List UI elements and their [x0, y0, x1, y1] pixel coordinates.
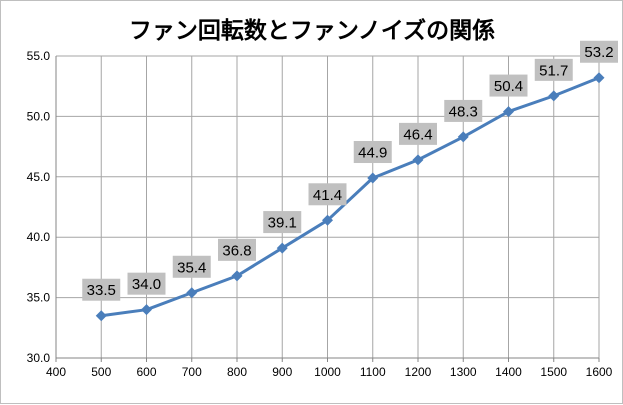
data-label-background	[489, 74, 528, 97]
gridlines	[55, 55, 600, 359]
data-label: 50.4	[489, 74, 528, 97]
data-label-background	[308, 183, 347, 206]
x-tick-label: 1100	[360, 365, 386, 379]
data-point-marker	[412, 154, 424, 166]
data-label-text: 50.4	[494, 78, 523, 95]
data-label-text: 34.0	[132, 276, 161, 293]
x-tick-label: 700	[182, 365, 202, 379]
data-label-text: 35.4	[177, 259, 206, 276]
data-label-text: 48.3	[449, 103, 478, 120]
data-labels: 33.5 34.0 35.4 36.8 39.1 41.4 44.9 46.4 48.3 50.4…	[82, 40, 618, 301]
x-tick-label: 1500	[540, 365, 567, 379]
axes: 30.0 35.0 40.0 45.0 50.0 55.0 400 500 600 700 800 9…	[27, 49, 613, 379]
data-label-text: 53.2	[584, 44, 613, 61]
x-tick-label: 1300	[450, 365, 477, 379]
y-tick-label: 40.0	[27, 230, 51, 244]
x-tick-label: 500	[91, 365, 111, 379]
series-line	[101, 76, 600, 318]
data-label-text: 46.4	[403, 126, 432, 143]
data-label-text: 41.4	[313, 187, 342, 204]
x-tick-label: 1400	[495, 365, 522, 379]
x-tick-label: 1200	[405, 365, 432, 379]
data-point-marker	[457, 131, 469, 143]
data-label-background	[127, 272, 166, 295]
x-tick-label: 600	[136, 365, 156, 379]
data-label: 53.2	[580, 40, 618, 63]
data-label-background	[172, 255, 211, 278]
y-tick-label: 50.0	[27, 109, 51, 123]
data-point-marker	[367, 172, 379, 184]
data-label-background	[82, 278, 121, 301]
data-label: 44.9	[353, 141, 392, 164]
data-label-background	[444, 99, 483, 122]
data-point-marker	[503, 106, 514, 118]
data-label: 35.4	[172, 255, 211, 278]
data-point-marker	[95, 310, 107, 322]
data-point-marker	[186, 287, 198, 299]
data-label: 39.1	[263, 211, 302, 234]
data-label: 48.3	[444, 99, 483, 122]
data-point-marker	[141, 304, 152, 316]
x-tick-label: 400	[46, 365, 66, 379]
data-point-marker	[593, 72, 605, 84]
data-label-background	[263, 211, 302, 234]
data-label: 41.4	[308, 183, 347, 206]
y-tick-label: 45.0	[27, 170, 51, 184]
x-tick-label: 800	[227, 365, 247, 379]
data-label-background	[580, 40, 618, 63]
data-label-text: 44.9	[358, 145, 387, 162]
data-point-marker	[548, 90, 560, 102]
data-label: 46.4	[399, 122, 437, 145]
data-point-marker	[322, 214, 333, 226]
data-label-text: 51.7	[539, 62, 568, 79]
x-tick-label: 1000	[314, 365, 341, 379]
data-label-background	[399, 122, 437, 145]
data-label-background	[218, 238, 256, 261]
x-tick-label: 1600	[586, 365, 613, 379]
y-tick-label: 30.0	[27, 351, 51, 365]
data-label: 34.0	[127, 272, 166, 295]
x-tick-label: 900	[272, 365, 292, 379]
data-point-marker	[231, 270, 243, 282]
data-label-text: 39.1	[268, 215, 297, 232]
data-label: 36.8	[218, 238, 256, 261]
data-label-text: 33.5	[87, 282, 116, 299]
data-label-background	[534, 58, 573, 81]
data-label-text: 36.8	[222, 242, 251, 259]
chart-title: ファン回転数とファンノイズの関係	[129, 17, 495, 44]
data-point-marker	[276, 242, 288, 254]
data-label: 51.7	[534, 58, 573, 81]
data-label: 33.5	[82, 278, 121, 301]
data-label-background	[353, 141, 392, 164]
series-line-group	[95, 72, 605, 322]
y-tick-label: 55.0	[27, 49, 51, 63]
y-tick-label: 35.0	[27, 291, 51, 305]
